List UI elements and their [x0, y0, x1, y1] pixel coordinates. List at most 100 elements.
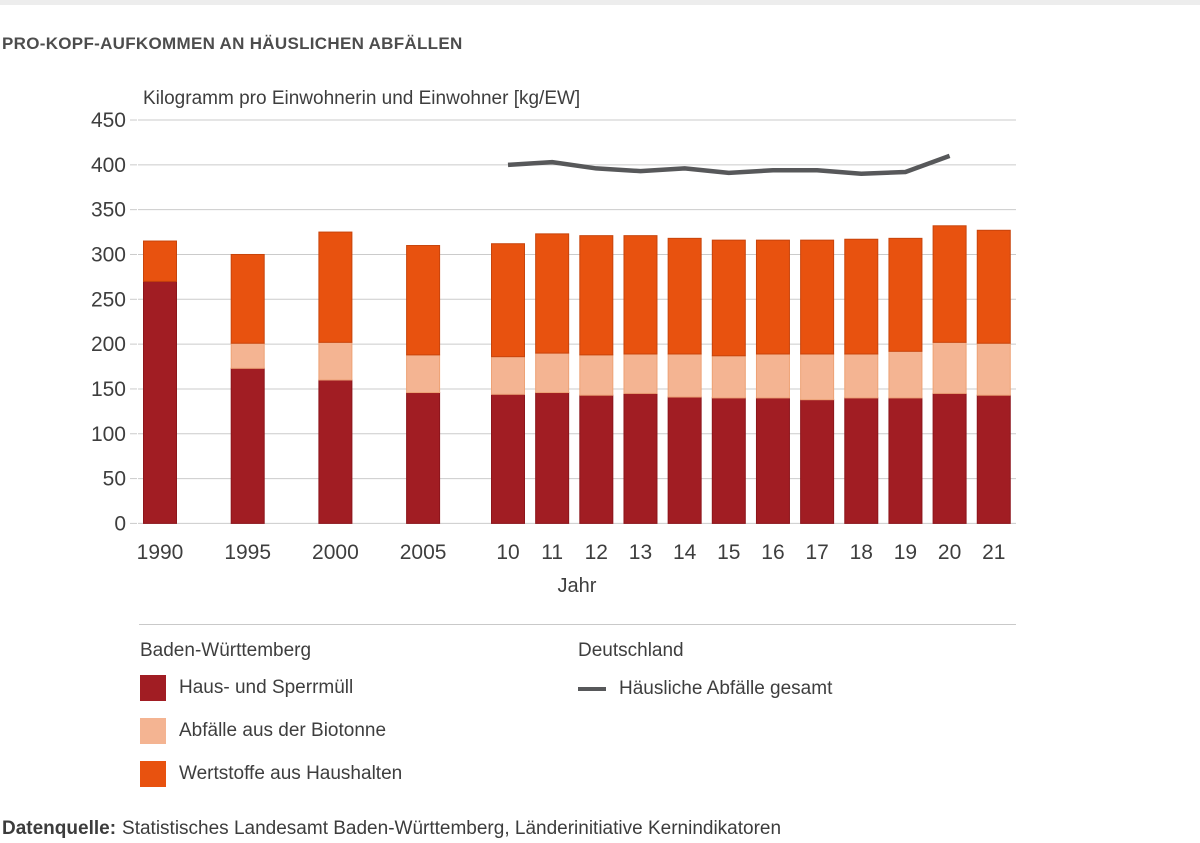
bar-segment[interactable] [318, 231, 353, 343]
legend-item-biotonne: Abfälle aus der Biotonne [140, 718, 386, 744]
bar-segment[interactable] [535, 352, 570, 394]
x-tick-label: 17 [805, 541, 828, 564]
x-tick-label: 11 [541, 541, 563, 564]
y-tick-label: 250 [91, 288, 126, 311]
grid-group: 0 50 100 150 200 250 300 350 400 450 [91, 109, 1016, 535]
x-tick-label: 1990 [137, 541, 184, 564]
bar-segment[interactable] [800, 353, 835, 401]
y-tick-label: 450 [91, 109, 126, 132]
x-tick-label: 16 [761, 541, 784, 564]
x-tick-label: 14 [673, 541, 697, 564]
x-tick-label: 12 [585, 541, 608, 564]
y-tick-label: 200 [91, 333, 126, 356]
bar-segment[interactable] [318, 341, 353, 381]
bar-segment[interactable] [491, 243, 525, 358]
bars-group [143, 225, 1011, 524]
legend-item-hausmuell: Haus- und Sperrmüll [140, 675, 353, 701]
y-tick-label: 100 [91, 423, 126, 446]
bar-segment[interactable] [623, 392, 658, 524]
x-tick-label: 19 [894, 541, 917, 564]
bar-segment[interactable] [667, 396, 702, 524]
bar-segment[interactable] [800, 399, 835, 524]
deutschland-line[interactable] [507, 153, 951, 177]
bar-segment[interactable] [844, 397, 879, 524]
bar-segment[interactable] [976, 394, 1011, 524]
bar-segment[interactable] [711, 397, 746, 524]
bar-segment[interactable] [143, 240, 177, 282]
bar-segment[interactable] [711, 239, 746, 357]
y-tick-label: 300 [91, 243, 126, 266]
x-tick-label: 10 [496, 541, 519, 564]
y-tick-label: 350 [91, 199, 126, 222]
bar-segment[interactable] [888, 350, 923, 399]
chart-canvas: 0 50 100 150 200 250 300 350 400 450 1990 1995 2000 2… [91, 109, 1016, 597]
y-tick-label: 0 [114, 512, 126, 535]
bar-segment[interactable] [755, 239, 790, 355]
line-swatch [578, 687, 606, 691]
legend-group-title-de: Deutschland [578, 640, 684, 661]
bar-segment[interactable] [932, 392, 967, 524]
swatch-biotonne [140, 718, 166, 744]
x-tick-label: 1995 [224, 541, 271, 564]
bar-segment[interactable] [888, 237, 923, 352]
swatch-hausmuell [140, 675, 166, 701]
x-tick-label: 20 [938, 541, 961, 564]
bar-segment[interactable] [230, 253, 265, 344]
bar-segment[interactable] [406, 392, 441, 524]
data-source: Datenquelle: Statistisches Landesamt Bade… [2, 818, 781, 840]
legend-divider [139, 624, 1016, 625]
x-tick-label: 2000 [312, 541, 359, 564]
bar-segment[interactable] [844, 238, 879, 355]
y-tick-label: 400 [91, 154, 126, 177]
bar-segment[interactable] [976, 342, 1011, 396]
x-tick-label: 18 [850, 541, 873, 564]
data-source-text: Statistisches Landesamt Baden-Württember… [122, 818, 782, 839]
legend-group-title-bw: Baden-Württemberg [140, 640, 312, 661]
bar-segment[interactable] [579, 394, 614, 524]
bar-segment[interactable] [932, 341, 967, 394]
y-axis-title: Kilogramm pro Einwohnerin und Einwohner … [143, 88, 581, 109]
bar-segment[interactable] [406, 245, 441, 356]
bar-segment[interactable] [579, 354, 614, 396]
bar-segment[interactable] [976, 229, 1011, 344]
bar-segment[interactable] [800, 239, 835, 355]
legend-item-label: Haus- und Sperrmüll [179, 677, 354, 698]
y-tick-label: 150 [91, 378, 126, 401]
x-tick-label: 21 [982, 541, 1005, 564]
x-axis-title: Jahr [558, 575, 597, 597]
legend-item-label: Wertstoffe aus Haushalten [179, 763, 403, 784]
legend-item-label: Abfälle aus der Biotonne [179, 720, 387, 741]
legend-item-wertstoffe: Wertstoffe aus Haushalten [140, 761, 402, 787]
data-source-label: Datenquelle: [2, 818, 117, 839]
bar-segment[interactable] [888, 397, 923, 524]
x-tick-label: 2005 [400, 541, 447, 564]
bar-segment[interactable] [711, 355, 746, 399]
top-strip [0, 0, 1200, 5]
bar-segment[interactable] [143, 280, 177, 524]
bar-segment[interactable] [491, 356, 525, 395]
bar-segment[interactable] [579, 235, 614, 356]
legend-item-label: Häusliche Abfälle gesamt [619, 678, 833, 699]
bar-segment[interactable] [230, 342, 265, 369]
bar-segment[interactable] [535, 392, 570, 524]
bar-segment[interactable] [844, 353, 879, 399]
bar-segment[interactable] [623, 353, 658, 394]
bar-segment[interactable] [535, 233, 570, 354]
x-tick-label: 13 [629, 541, 652, 564]
y-tick-label: 50 [103, 468, 126, 491]
bar-segment[interactable] [230, 367, 265, 524]
bar-segment[interactable] [491, 393, 525, 524]
swatch-wertstoffe [140, 761, 166, 787]
bar-segment[interactable] [932, 225, 967, 343]
bar-segment[interactable] [318, 379, 353, 524]
bar-segment[interactable] [667, 353, 702, 398]
bar-segment[interactable] [623, 235, 658, 355]
page-title: PRO-KOPF-AUFKOMMEN AN HÄUSLICHEN ABFÄLLE… [2, 34, 463, 53]
x-tick-label: 15 [717, 541, 740, 564]
bar-segment[interactable] [406, 354, 441, 394]
bar-segment[interactable] [755, 397, 790, 524]
legend-item-deutschland: Häusliche Abfälle gesamt [578, 678, 832, 700]
bar-segment[interactable] [755, 353, 790, 399]
bar-segment[interactable] [667, 237, 702, 355]
